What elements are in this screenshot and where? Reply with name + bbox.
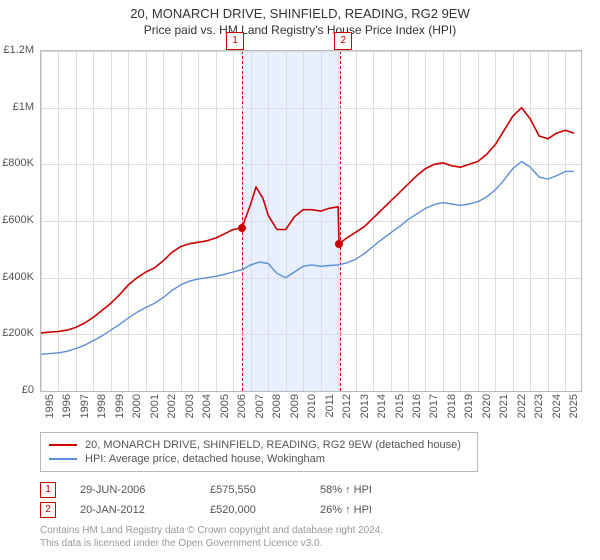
- x-axis-tick: 1995: [44, 394, 56, 418]
- series-svg: [41, 51, 581, 391]
- y-axis-tick: £200K: [0, 327, 34, 339]
- y-axis-tick: £1.2M: [0, 44, 34, 56]
- x-axis-tick: 2002: [166, 394, 178, 418]
- x-axis-tick: 2009: [289, 394, 301, 418]
- legend-swatch: [49, 458, 77, 460]
- sale-marker-label: 1: [226, 32, 244, 50]
- sale-point: [238, 224, 246, 232]
- title-block: 20, MONARCH DRIVE, SHINFIELD, READING, R…: [0, 0, 600, 37]
- footer: Contains HM Land Registry data © Crown c…: [40, 524, 383, 550]
- y-axis-tick: £600K: [0, 214, 34, 226]
- x-axis-tick: 1996: [61, 394, 73, 418]
- y-axis-tick: £1M: [0, 101, 34, 113]
- x-axis-tick: 2025: [568, 394, 580, 418]
- sale-diff: 58% ↑ HPI: [320, 484, 430, 496]
- legend-swatch: [49, 444, 77, 446]
- x-axis-tick: 2020: [481, 394, 493, 418]
- x-axis-tick: 1998: [96, 394, 108, 418]
- legend: 20, MONARCH DRIVE, SHINFIELD, READING, R…: [40, 432, 478, 472]
- x-axis-tick: 2010: [306, 394, 318, 418]
- x-axis-tick: 2014: [376, 394, 388, 418]
- x-axis-tick: 2017: [428, 394, 440, 418]
- sale-date: 20-JAN-2012: [80, 504, 210, 516]
- grid-line-h: [41, 391, 581, 392]
- chart-area: £0£200K£400K£600K£800K£1M£1.2M1995199619…: [40, 50, 580, 390]
- x-axis-tick: 2024: [551, 394, 563, 418]
- sale-marker-icon: 1: [40, 482, 56, 498]
- y-axis-tick: £400K: [0, 271, 34, 283]
- footer-line-2: This data is licensed under the Open Gov…: [40, 537, 383, 550]
- y-axis-tick: £800K: [0, 157, 34, 169]
- x-axis-tick: 1999: [114, 394, 126, 418]
- series-property: [41, 108, 574, 333]
- legend-item: 20, MONARCH DRIVE, SHINFIELD, READING, R…: [49, 439, 469, 451]
- x-axis-tick: 2008: [271, 394, 283, 418]
- x-axis-tick: 2016: [411, 394, 423, 418]
- sale-point: [335, 240, 343, 248]
- series-hpi: [41, 162, 574, 355]
- x-axis-tick: 2018: [446, 394, 458, 418]
- x-axis-tick: 2003: [184, 394, 196, 418]
- y-axis-tick: £0: [0, 384, 34, 396]
- x-axis-tick: 2011: [324, 394, 336, 418]
- sale-row: 1 29-JUN-2006£575,55058% ↑ HPI: [40, 482, 430, 498]
- x-axis-tick: 2022: [516, 394, 528, 418]
- x-axis-tick: 1997: [79, 394, 91, 418]
- sale-diff: 26% ↑ HPI: [320, 504, 430, 516]
- x-axis-tick: 2004: [201, 394, 213, 418]
- x-axis-tick: 2019: [463, 394, 475, 418]
- x-axis-tick: 2012: [341, 394, 353, 418]
- legend-label: 20, MONARCH DRIVE, SHINFIELD, READING, R…: [85, 439, 461, 451]
- sale-price: £575,550: [210, 484, 320, 496]
- x-axis-tick: 2000: [131, 394, 143, 418]
- x-axis-tick: 2015: [394, 394, 406, 418]
- x-axis-tick: 2013: [359, 394, 371, 418]
- x-axis-tick: 2006: [236, 394, 248, 418]
- x-axis-tick: 2021: [498, 394, 510, 418]
- legend-label: HPI: Average price, detached house, Woki…: [85, 453, 325, 465]
- chart-title: 20, MONARCH DRIVE, SHINFIELD, READING, R…: [0, 6, 600, 21]
- sale-date: 29-JUN-2006: [80, 484, 210, 496]
- x-axis-tick: 2005: [219, 394, 231, 418]
- x-axis-tick: 2023: [533, 394, 545, 418]
- plot-area: [40, 50, 582, 392]
- sale-marker-label: 2: [334, 32, 352, 50]
- sales-table: 1 29-JUN-2006£575,55058% ↑ HPI 2 20-JAN-201…: [40, 478, 430, 522]
- chart-subtitle: Price paid vs. HM Land Registry's House …: [0, 23, 600, 37]
- x-axis-tick: 2007: [254, 394, 266, 418]
- x-axis-tick: 2001: [149, 394, 161, 418]
- sale-marker-icon: 2: [40, 502, 56, 518]
- legend-item: HPI: Average price, detached house, Woki…: [49, 453, 469, 465]
- sale-price: £520,000: [210, 504, 320, 516]
- sale-row: 2 20-JAN-2012£520,00026% ↑ HPI: [40, 502, 430, 518]
- footer-line-1: Contains HM Land Registry data © Crown c…: [40, 524, 383, 537]
